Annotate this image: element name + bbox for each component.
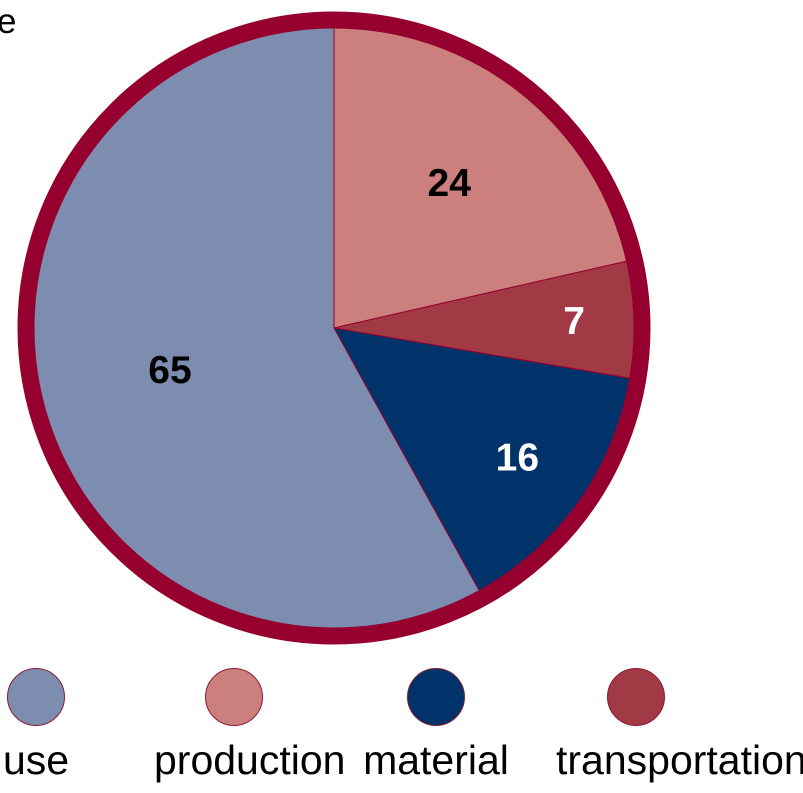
legend-swatch-production	[205, 668, 263, 726]
data-label-use: 65	[148, 349, 191, 392]
pie-chart: 24 7 16 65 e	[0, 2, 651, 645]
legend-swatch-material	[407, 668, 465, 726]
data-label-production: 24	[428, 162, 472, 205]
data-label-material: 16	[496, 437, 539, 480]
legend-item-material: material	[356, 668, 516, 793]
legend-item-use: use	[0, 668, 116, 793]
legend-item-production: production	[154, 668, 346, 793]
pie-data-labels: 24 7 16 65	[148, 162, 585, 480]
edge-text: e	[0, 2, 16, 41]
legend-label-production: production	[154, 737, 346, 783]
legend-label-use: use	[2, 737, 70, 783]
pie-border	[17, 11, 651, 645]
legend-label-material: material	[363, 737, 509, 783]
legend-swatch-use	[7, 668, 65, 726]
legend-swatch-transportation	[607, 668, 665, 726]
legend-item-transportation: transportation	[556, 668, 803, 793]
data-label-transportation: 7	[563, 300, 585, 343]
legend-label-transportation: transportation	[556, 737, 803, 783]
